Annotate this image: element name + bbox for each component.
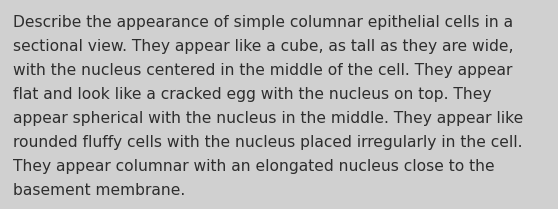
Text: They appear columnar with an elongated nucleus close to the: They appear columnar with an elongated n… — [13, 159, 494, 174]
Text: Describe the appearance of simple columnar epithelial cells in a: Describe the appearance of simple column… — [13, 15, 513, 30]
Text: with the nucleus centered in the middle of the cell. They appear: with the nucleus centered in the middle … — [13, 63, 512, 78]
Text: rounded fluffy cells with the nucleus placed irregularly in the cell.: rounded fluffy cells with the nucleus pl… — [13, 135, 522, 150]
Text: sectional view. They appear like a cube, as tall as they are wide,: sectional view. They appear like a cube,… — [13, 39, 513, 54]
Text: basement membrane.: basement membrane. — [13, 183, 185, 198]
Text: appear spherical with the nucleus in the middle. They appear like: appear spherical with the nucleus in the… — [13, 111, 523, 126]
Text: flat and look like a cracked egg with the nucleus on top. They: flat and look like a cracked egg with th… — [13, 87, 492, 102]
